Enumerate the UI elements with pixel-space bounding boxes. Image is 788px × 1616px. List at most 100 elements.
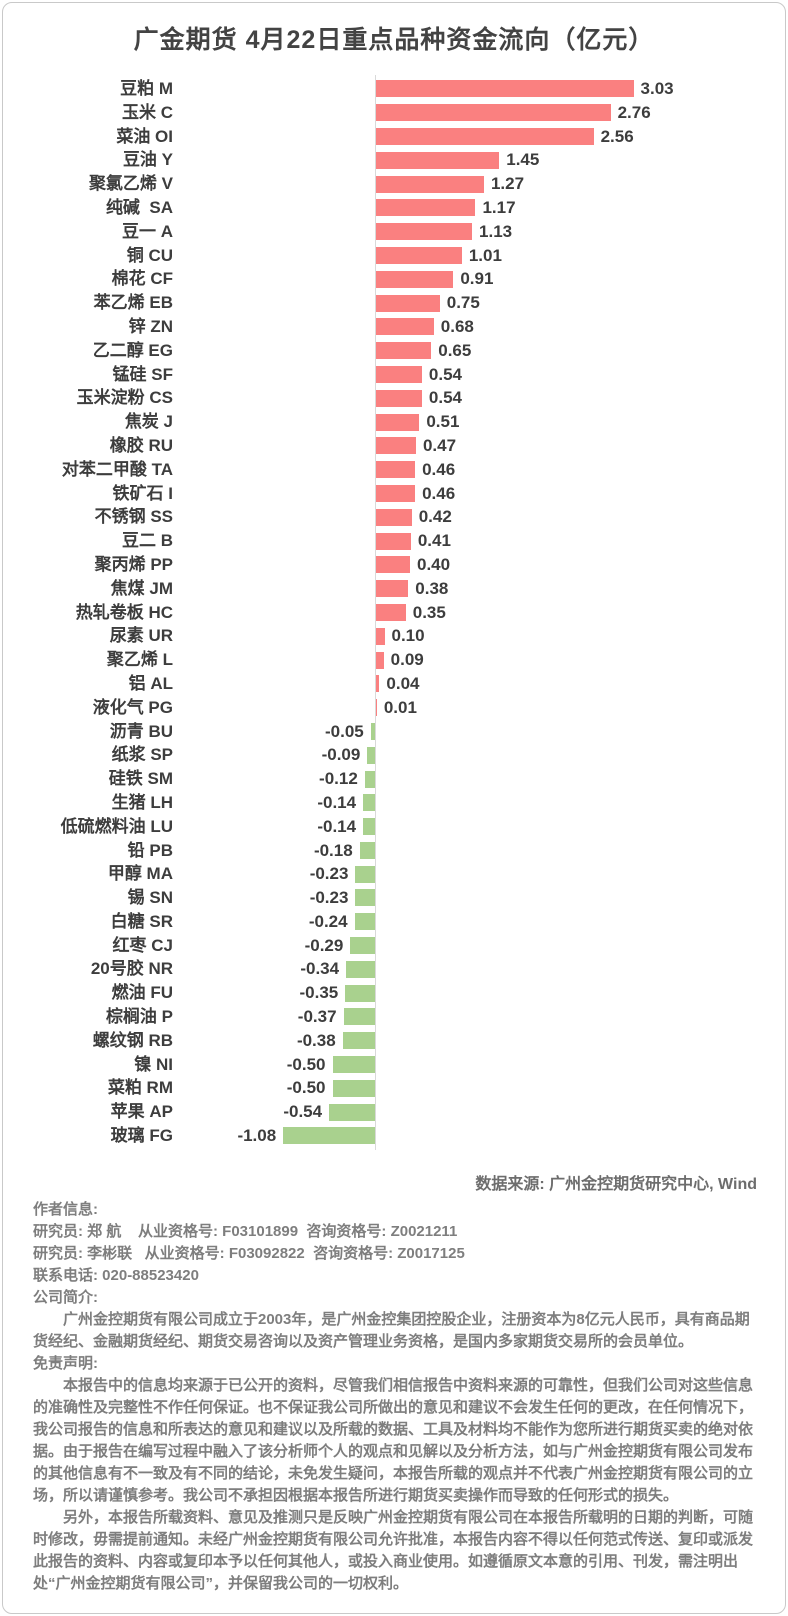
bar-row: 低硫燃料油 LU -0.14 [3,815,785,839]
bar-value: 1.13 [479,221,513,241]
bar-row: 锡 SN -0.23 [3,886,785,910]
bar-value: 0.09 [390,650,424,670]
bar-value: 0.46 [422,459,456,479]
bar-label: 生猪 LH [111,792,173,812]
bar-positive [376,342,432,360]
bar-value: 0.54 [428,364,462,384]
bar-label: 橡胶 RU [109,435,173,455]
bar-label: 纸浆 SP [111,745,173,765]
bar-row: 橡胶 RU 0.47 [3,434,785,458]
bar-label: 苯乙烯 EB [93,293,173,313]
bar-label: 铜 CU [126,245,173,265]
bar-label: 玉米淀粉 CS [76,388,173,408]
bar-value: 0.04 [386,673,420,693]
author-info-heading: 作者信息: [33,1201,98,1218]
report-footer: 作者信息: 研究员: 郑 航 从业资格号: F03101899 咨询资格号: Z… [3,1199,785,1595]
bar-positive [376,318,434,336]
bar-label: 豆油 Y [122,150,173,170]
bar-value: 0.42 [418,507,452,527]
bar-value: 0.35 [412,602,446,622]
bar-value: 3.03 [640,79,674,98]
bar-negative [345,984,375,1002]
bar-value: -0.23 [309,888,349,908]
bar-value: 1.17 [482,197,516,217]
bar-label: 焦煤 JM [110,578,173,598]
bar-positive [376,413,420,431]
bar-value: -0.24 [308,911,348,931]
bar-row: 玻璃 FG -1.08 [3,1124,785,1148]
bar-positive [376,80,634,98]
bar-positive [376,175,484,193]
bar-positive [376,627,385,645]
bar-positive [376,461,416,479]
bar-value: 0.91 [460,269,494,289]
bar-label: 苹果 AP [110,1102,173,1122]
bar-positive [376,532,411,550]
bar-negative [370,722,375,740]
bar-label: 棕榈油 P [105,1007,173,1027]
bar-positive [376,246,462,264]
bar-positive [376,151,500,169]
bar-row: 镍 NI -0.50 [3,1053,785,1077]
bar-value: 1.01 [468,245,502,265]
bar-positive [376,651,384,669]
bar-value: 0.51 [426,412,460,432]
bar-row: 豆粕 M 3.03 [3,77,785,101]
bar-positive [376,580,409,598]
bar-value: 0.75 [446,293,480,313]
bar-row: 红枣 CJ -0.29 [3,934,785,958]
bar-row: 沥青 BU -0.05 [3,720,785,744]
bar-row: 锰硅 SF 0.54 [3,363,785,387]
bar-row: 聚丙烯 PP 0.40 [3,553,785,577]
bar-negative [283,1127,375,1145]
bar-positive [376,508,412,526]
bar-label: 乙二醇 EG [92,340,173,360]
bar-negative [355,889,375,907]
bar-row: 焦炭 J 0.51 [3,410,785,434]
bar-positive [376,270,454,288]
bar-row: 聚乙烯 L 0.09 [3,648,785,672]
bar-value: 2.76 [617,102,651,122]
bar-row: 菜油 OI 2.56 [3,125,785,149]
bar-label: 液化气 PG [92,697,173,717]
fund-flow-bar-chart: 豆粕 M 3.03 玉米 C 2.76 菜油 OI 2.56 豆油 Y 1.45 聚氯乙烯 V 1… [3,75,785,1150]
bar-value: -0.50 [286,1054,326,1074]
researcher-line-2: 研究员: 李彬联 从业资格号: F03092822 咨询资格号: Z001712… [33,1245,465,1262]
chart-title: 广金期货 4月22日重点品种资金流向（亿元） [133,26,655,54]
bar-positive [376,199,476,217]
bar-label: 豆二 B [122,531,173,551]
bar-label: 铁矿石 I [112,483,173,503]
bar-value: -0.38 [296,1030,336,1050]
bar-value: 0.38 [415,578,449,598]
bar-label: 螺纹钢 RB [92,1030,173,1050]
bar-row: 菜粕 RM -0.50 [3,1076,785,1100]
bar-negative [367,746,375,764]
bar-label: 玻璃 FG [110,1126,173,1146]
bar-label: 棉花 CF [111,269,173,289]
bar-row: 锌 ZN 0.68 [3,315,785,339]
bar-positive [376,389,422,407]
bar-row: 20号胶 NR -0.34 [3,957,785,981]
bar-value: -0.37 [297,1007,337,1027]
bar-value: 2.56 [600,126,634,146]
company-intro-heading: 公司简介: [33,1289,98,1306]
bar-value: 0.40 [417,554,451,574]
bar-row: 苯乙烯 EB 0.75 [3,291,785,315]
bar-row: 豆一 A 1.13 [3,220,785,244]
bar-value: -0.05 [325,721,364,741]
bar-value: -0.35 [299,983,339,1003]
bar-value: 1.45 [506,150,540,170]
zero-axis-line [375,75,376,1150]
bar-positive [376,675,380,693]
bar-label: 不锈钢 SS [94,507,173,527]
bar-negative [363,794,375,812]
bar-negative [343,1008,375,1026]
bar-row: 螺纹钢 RB -0.38 [3,1029,785,1053]
bar-label: 玉米 C [122,102,173,122]
bar-label: 豆一 A [122,221,173,241]
bar-label: 沥青 BU [109,721,173,741]
bar-value: 0.46 [422,483,456,503]
bar-row: 玉米 C 2.76 [3,101,785,125]
bar-label: 硅铁 SM [108,769,173,789]
